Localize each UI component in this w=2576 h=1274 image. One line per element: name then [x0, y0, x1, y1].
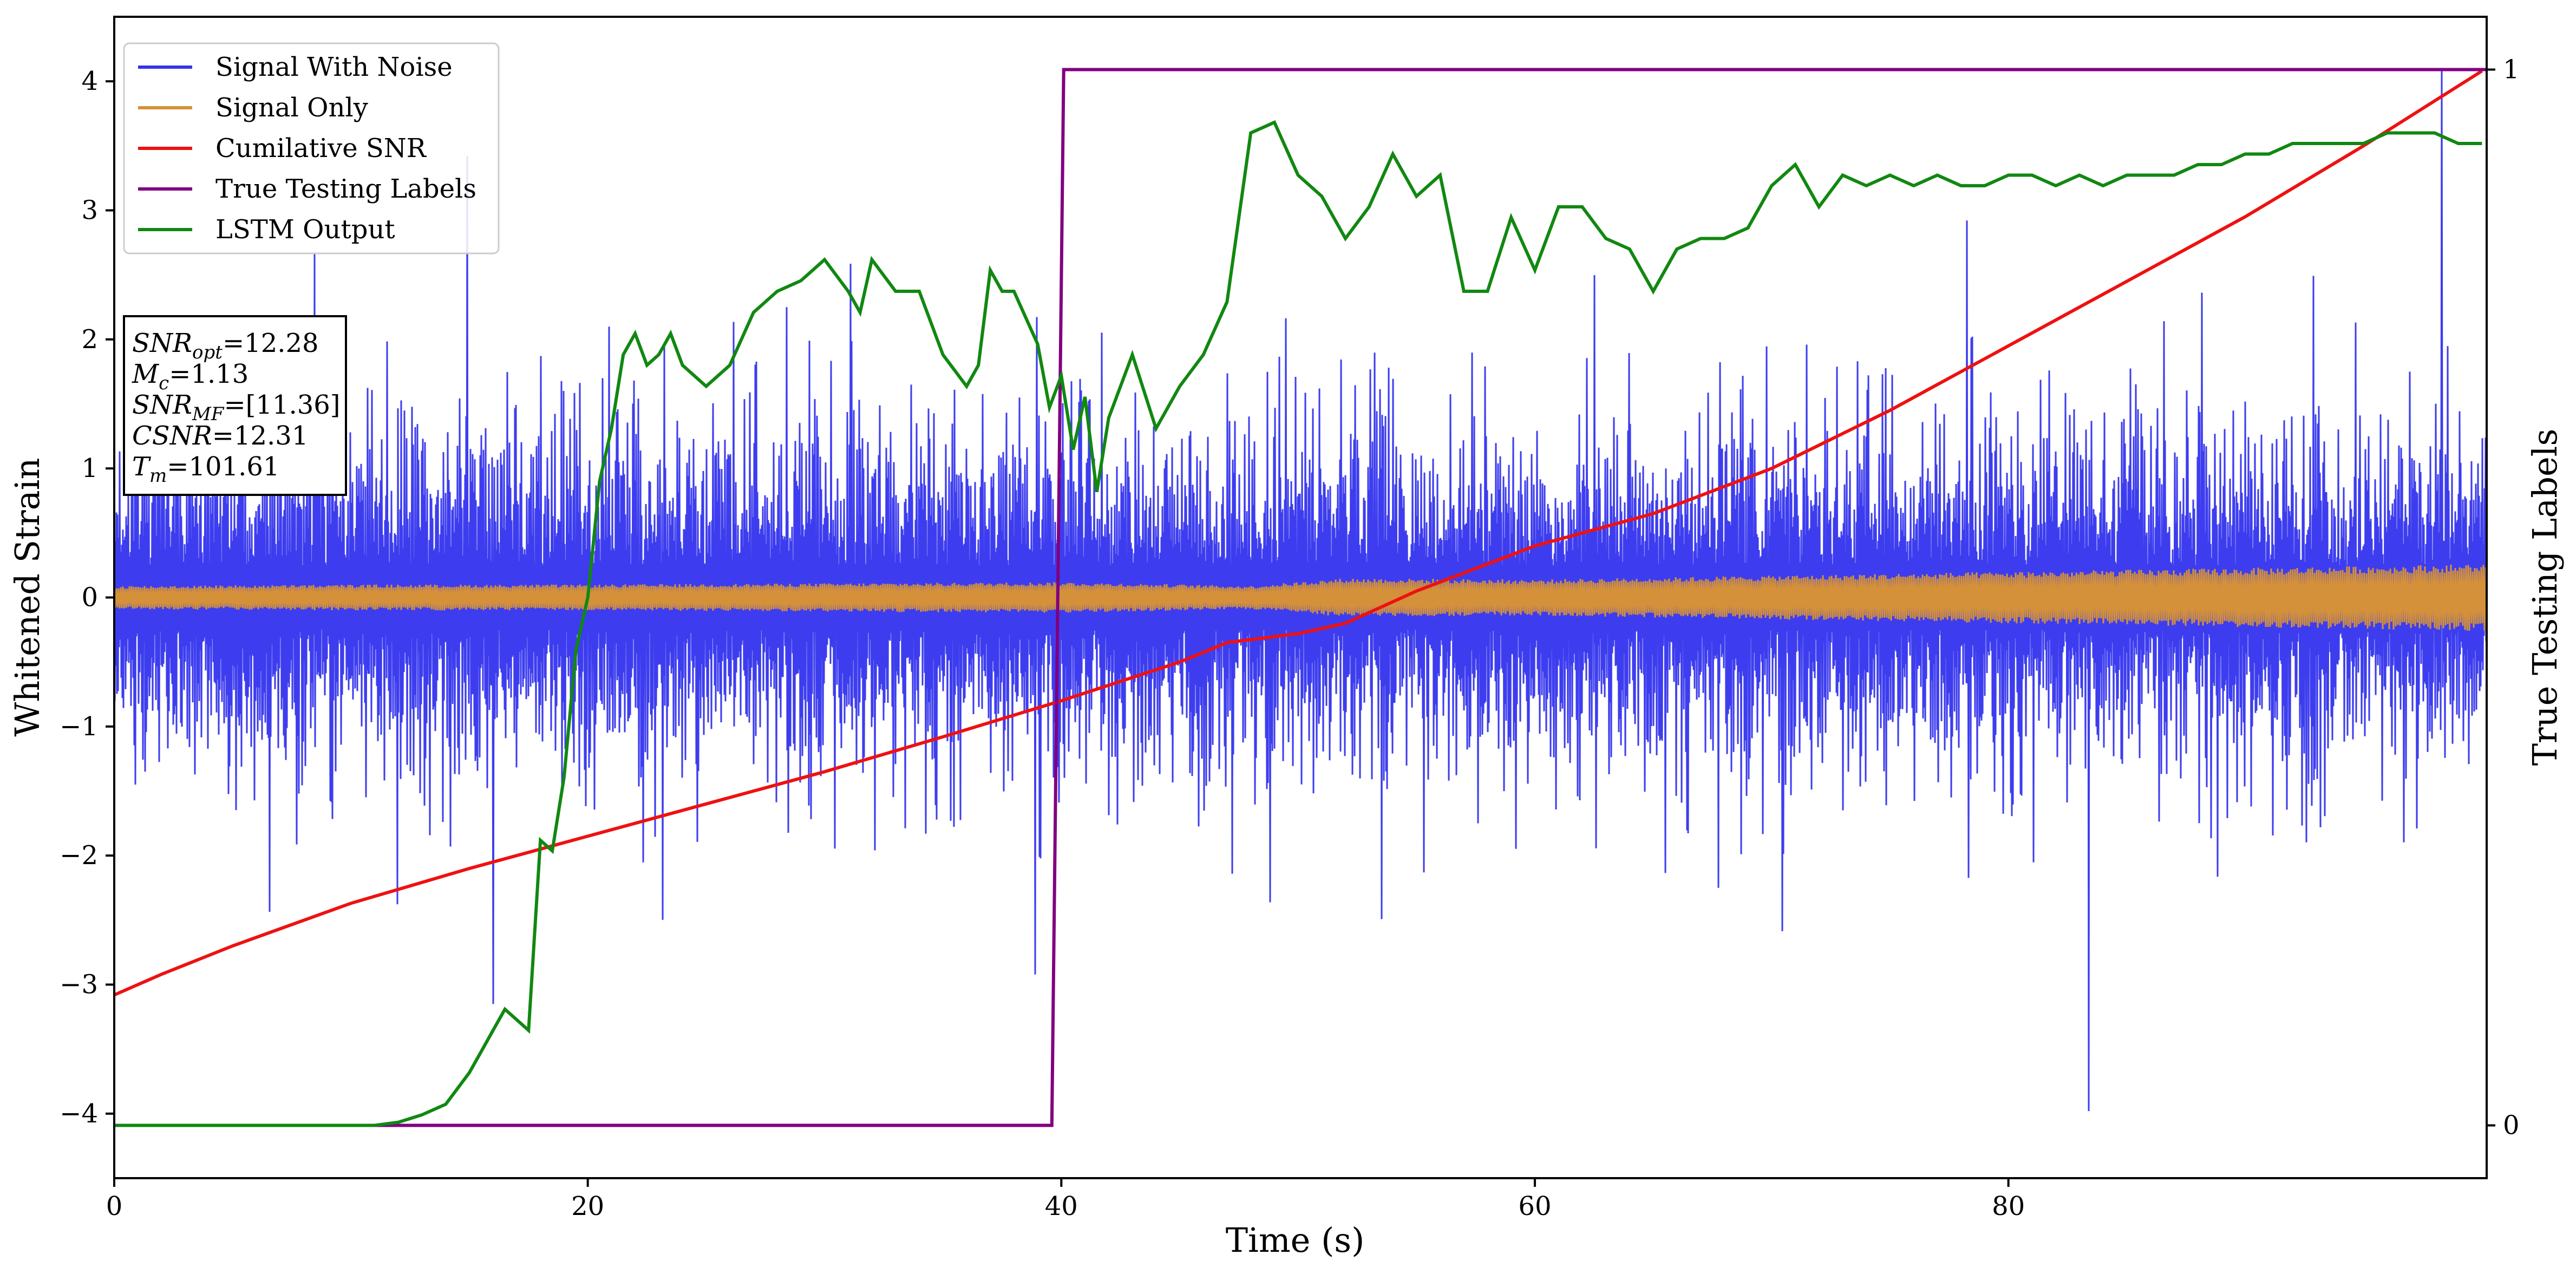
y-tick-label: −4 — [60, 1099, 98, 1129]
y-tick-label: −2 — [60, 840, 98, 871]
info-line: CSNR=12.31 — [132, 421, 308, 451]
info-line: SNRMF=[11.36] — [132, 390, 341, 425]
x-tick-label: 60 — [1518, 1191, 1551, 1221]
y2-axis-label: True Testing Labels — [2525, 429, 2565, 766]
y-tick-label: 2 — [81, 324, 98, 355]
y-tick-label: 1 — [81, 453, 98, 484]
info-box-frame — [123, 315, 347, 496]
y2-tick-label: 1 — [2503, 55, 2520, 85]
series-lstm-output — [114, 120, 2482, 1127]
x-axis-label: Time (s) — [1226, 1220, 1365, 1260]
legend-label-cumulative-snr: Cumilative SNR — [215, 133, 427, 164]
y-tick-label: 3 — [81, 195, 98, 226]
y2-tick-label: 0 — [2503, 1110, 2520, 1141]
y-tick-label: −1 — [60, 711, 98, 742]
series-signal-only — [114, 564, 2487, 631]
legend-label-true-labels: True Testing Labels — [215, 174, 476, 204]
info-line: SNRopt=12.28 — [132, 328, 319, 363]
legend: Signal With Noise Signal Only Cumilative S… — [123, 42, 500, 254]
legend-label-lstm-output: LSTM Output — [215, 214, 395, 245]
y-axis-label: Whitened Strain — [8, 458, 47, 737]
x-tick-label: 0 — [106, 1191, 123, 1221]
x-tick-label: 40 — [1045, 1191, 1078, 1221]
series-cumulative-snr — [114, 69, 2483, 997]
info-line: Mc=1.13 — [132, 359, 249, 394]
legend-label-signal-only: Signal Only — [215, 93, 368, 123]
x-tick-label: 80 — [1992, 1191, 2025, 1221]
info-line: Tm=101.61 — [132, 452, 279, 487]
y-axis-left: −4 −3 −2 −1 0 1 2 3 4 — [60, 66, 114, 1129]
y-axis-right: 01 — [2487, 55, 2520, 1141]
info-box: SNRopt=12.28Mc=1.13SNRMF=[11.36]CSNR=12.… — [123, 315, 347, 496]
x-tick-label: 20 — [571, 1191, 604, 1221]
x-axis: 0 20 40 60 80 — [106, 1178, 2025, 1221]
series-signal-with-noise — [114, 68, 2487, 1112]
y-tick-label: 0 — [81, 583, 98, 613]
series-true-testing-labels — [114, 68, 2487, 1127]
legend-label-signal-with-noise: Signal With Noise — [215, 52, 453, 82]
y-tick-label: −3 — [60, 970, 98, 1000]
y-tick-label: 4 — [81, 66, 98, 96]
legend-box — [123, 42, 500, 254]
